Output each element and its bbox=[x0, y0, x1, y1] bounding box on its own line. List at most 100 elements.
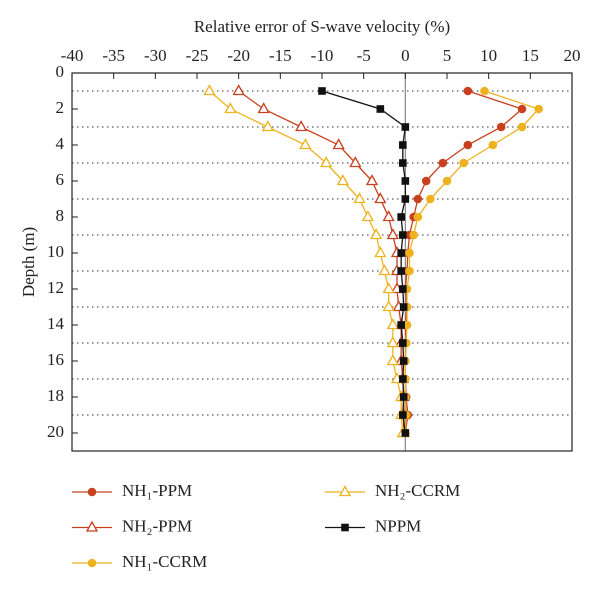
data-point bbox=[382, 210, 395, 222]
data-point bbox=[386, 318, 399, 330]
data-point bbox=[397, 249, 405, 257]
legend-marker bbox=[341, 523, 349, 532]
data-point bbox=[421, 176, 431, 186]
data-point bbox=[382, 300, 395, 312]
data-point bbox=[488, 140, 498, 150]
y-tick-label: 14 bbox=[47, 314, 65, 333]
legend-label: NPPM bbox=[375, 516, 421, 535]
y-tick-label: 16 bbox=[47, 350, 64, 369]
series-line bbox=[238, 90, 405, 433]
legend-label: NH₂-CCRM bbox=[375, 481, 460, 500]
data-point bbox=[401, 195, 410, 203]
legend-marker bbox=[85, 520, 99, 532]
legend-label: NH₁-PPM bbox=[122, 481, 192, 500]
data-point bbox=[224, 102, 237, 114]
data-point bbox=[374, 192, 387, 204]
data-point bbox=[405, 266, 414, 276]
legend-label: NH₁-CCRM bbox=[122, 552, 207, 571]
data-point bbox=[517, 104, 527, 114]
data-point bbox=[399, 231, 407, 239]
data-point bbox=[399, 159, 407, 167]
data-point bbox=[378, 264, 391, 276]
y-axis-label: Depth (m) bbox=[19, 227, 38, 297]
data-point bbox=[318, 87, 326, 95]
data-point bbox=[353, 192, 366, 204]
data-point bbox=[399, 393, 408, 401]
data-point bbox=[442, 176, 452, 186]
data-point bbox=[376, 105, 385, 113]
x-tick-label: 15 bbox=[522, 46, 539, 65]
data-point bbox=[382, 282, 395, 294]
y-tick-label: 12 bbox=[47, 278, 64, 297]
y-tick-label: 2 bbox=[56, 98, 65, 117]
data-point bbox=[397, 213, 405, 221]
data-point bbox=[399, 285, 407, 293]
legend-marker bbox=[87, 558, 97, 568]
data-point bbox=[409, 230, 418, 240]
data-point bbox=[405, 248, 414, 258]
x-tick-label: -20 bbox=[227, 46, 250, 65]
data-point bbox=[332, 138, 345, 150]
legend-marker bbox=[338, 485, 352, 497]
series-line bbox=[404, 90, 524, 434]
data-point bbox=[399, 339, 407, 347]
data-point bbox=[203, 84, 216, 96]
data-point bbox=[399, 141, 407, 149]
y-tick-label: 0 bbox=[56, 62, 65, 81]
data-point bbox=[438, 158, 448, 168]
data-point bbox=[401, 429, 410, 437]
chart-title: Relative error of S-wave velocity (%) bbox=[194, 17, 450, 36]
y-tick-label: 20 bbox=[47, 422, 64, 441]
data-point bbox=[496, 122, 506, 132]
data-point bbox=[386, 336, 399, 348]
data-point bbox=[320, 156, 333, 168]
data-point bbox=[397, 321, 405, 329]
data-point bbox=[374, 246, 387, 258]
data-point bbox=[413, 194, 423, 204]
data-point bbox=[534, 104, 543, 114]
legend-marker bbox=[87, 487, 97, 497]
data-point bbox=[399, 411, 407, 419]
y-tick-label: 18 bbox=[47, 386, 64, 405]
data-point bbox=[517, 122, 527, 132]
legend-label: NH₂-PPM bbox=[122, 516, 192, 535]
data-point bbox=[370, 228, 383, 240]
data-point bbox=[463, 86, 473, 96]
x-tick-label: 10 bbox=[480, 46, 497, 65]
x-tick-label: 0 bbox=[401, 46, 410, 65]
y-tick-label: 8 bbox=[56, 206, 65, 225]
x-tick-label: -40 bbox=[61, 46, 84, 65]
x-tick-label: -10 bbox=[311, 46, 334, 65]
x-tick-label: -5 bbox=[357, 46, 371, 65]
x-tick-label: -30 bbox=[144, 46, 167, 65]
data-point bbox=[261, 120, 274, 132]
x-tick-label: -15 bbox=[269, 46, 292, 65]
data-point bbox=[397, 267, 405, 275]
data-point bbox=[386, 354, 399, 366]
data-point bbox=[399, 303, 408, 311]
data-point bbox=[349, 156, 362, 168]
data-point bbox=[399, 357, 408, 365]
x-tick-label: 20 bbox=[564, 46, 581, 65]
data-point bbox=[399, 375, 407, 383]
data-point bbox=[401, 123, 410, 131]
data-point bbox=[361, 210, 374, 222]
y-tick-label: 6 bbox=[56, 170, 65, 189]
data-point bbox=[413, 212, 423, 222]
x-tick-label: -35 bbox=[102, 46, 125, 65]
data-point bbox=[426, 194, 435, 204]
data-point bbox=[295, 120, 308, 132]
data-point bbox=[299, 138, 312, 150]
y-tick-label: 10 bbox=[47, 242, 64, 261]
data-point bbox=[480, 86, 489, 96]
data-point bbox=[463, 140, 473, 150]
data-point bbox=[336, 174, 349, 186]
x-tick-label: -25 bbox=[186, 46, 209, 65]
data-point bbox=[459, 158, 468, 168]
y-tick-label: 4 bbox=[56, 134, 65, 153]
data-point bbox=[232, 84, 245, 96]
x-tick-label: 5 bbox=[443, 46, 452, 65]
data-point bbox=[365, 174, 379, 186]
data-point bbox=[386, 228, 399, 240]
